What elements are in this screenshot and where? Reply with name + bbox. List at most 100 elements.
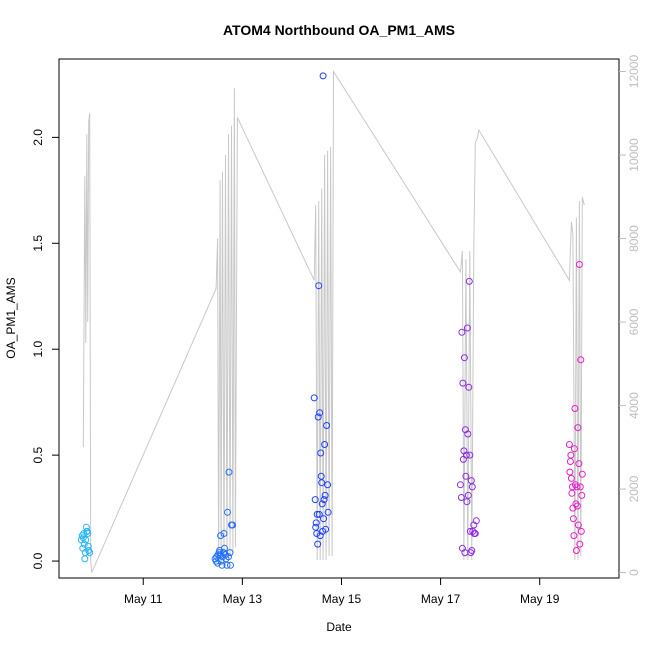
- data-point: [463, 324, 471, 332]
- y-axis-left: 0.0 0.5 1.0 1.5 2.0: [31, 129, 59, 569]
- y-axis-label: OA_PM1_AMS: [4, 277, 18, 358]
- data-point: [465, 383, 473, 391]
- data-point: [572, 547, 580, 554]
- data-point: [321, 491, 329, 499]
- data-point: [456, 481, 464, 489]
- data-point: [572, 500, 580, 508]
- data-point: [225, 553, 232, 561]
- data-point: [81, 549, 89, 557]
- y2-tick-label: 0: [627, 569, 641, 576]
- data-point: [316, 409, 324, 417]
- data-point: [324, 508, 332, 516]
- data-point: [460, 354, 468, 362]
- y2-tick-label: 6000: [627, 308, 641, 335]
- data-point: [84, 530, 92, 537]
- data-point: [576, 540, 584, 548]
- data-point: [81, 555, 89, 563]
- data-point: [314, 413, 322, 421]
- y2-tick-label: 2000: [627, 475, 641, 502]
- data-point: [578, 491, 586, 499]
- data-point: [324, 481, 332, 489]
- data-point: [575, 460, 583, 468]
- data-point: [566, 468, 574, 476]
- data-point: [458, 328, 466, 336]
- data-point: [566, 458, 574, 465]
- data-point: [321, 441, 329, 448]
- data-point: [574, 521, 582, 529]
- data-point: [315, 510, 323, 518]
- data-point: [212, 557, 220, 565]
- y-tick-label: 0.0: [31, 552, 45, 569]
- y2-tick-label: 4000: [627, 392, 641, 419]
- data-point: [82, 523, 90, 531]
- x-tick-label: May 13: [223, 592, 263, 606]
- data-point-layer: [77, 72, 586, 569]
- data-point: [466, 451, 474, 459]
- data-point: [314, 540, 322, 548]
- data-point: [464, 430, 472, 438]
- x-tick-label: May 17: [421, 592, 461, 606]
- data-point: [576, 483, 584, 491]
- data-point: [218, 561, 226, 569]
- data-point: [468, 547, 476, 554]
- chart-title: ATOM4 Northbound OA_PM1_AMS: [223, 22, 455, 38]
- y-tick-label: 0.5: [31, 446, 45, 463]
- x-axis-label: Date: [326, 620, 352, 634]
- x-tick-label: May 11: [124, 592, 163, 606]
- data-point: [472, 517, 480, 525]
- data-point: [318, 500, 326, 508]
- x-tick-label: May 19: [520, 592, 560, 606]
- data-point: [315, 282, 323, 290]
- data-point: [565, 441, 573, 448]
- data-point: [577, 527, 585, 535]
- data-point: [318, 479, 326, 487]
- data-point: [465, 277, 473, 285]
- data-point: [225, 468, 233, 476]
- secondary-series-line: [82, 69, 585, 573]
- data-point: [84, 542, 92, 550]
- data-point: [575, 261, 583, 268]
- y-tick-label: 2.0: [31, 129, 45, 146]
- x-axis: May 11 May 13 May 15 May 17 May 19: [124, 578, 560, 606]
- data-point: [577, 356, 585, 364]
- data-point: [462, 451, 470, 459]
- x-tick-label: May 15: [322, 592, 362, 606]
- data-point: [567, 451, 575, 459]
- data-point: [80, 540, 88, 548]
- data-point: [471, 530, 479, 537]
- data-point: [223, 561, 231, 569]
- data-point: [313, 510, 321, 518]
- data-point: [322, 525, 330, 533]
- data-point: [214, 559, 222, 567]
- data-point: [459, 379, 467, 387]
- data-point: [571, 405, 579, 412]
- y-axis-right: 0 2000 4000 6000 8000 10000 12000: [619, 55, 641, 576]
- data-point: [229, 521, 236, 529]
- y-tick-label: 1.0: [31, 341, 45, 358]
- data-point: [82, 536, 90, 544]
- data-point: [319, 72, 327, 80]
- data-point: [463, 498, 471, 506]
- data-point: [578, 470, 586, 478]
- data-point: [317, 449, 325, 457]
- data-point: [320, 515, 328, 523]
- data-point: [224, 508, 231, 516]
- secondary-series-line-layer: [82, 69, 585, 573]
- data-point: [320, 496, 328, 504]
- data-point: [311, 496, 319, 504]
- data-point: [573, 483, 581, 491]
- data-point: [221, 544, 228, 552]
- data-point: [468, 483, 476, 491]
- data-point: [573, 502, 581, 510]
- data-point: [86, 549, 94, 557]
- data-point: [227, 561, 234, 569]
- data-point: [457, 494, 465, 501]
- data-point: [313, 530, 321, 537]
- data-point: [574, 424, 582, 432]
- data-point: [323, 422, 331, 429]
- data-point: [462, 472, 470, 480]
- y2-tick-label: 10000: [627, 138, 641, 172]
- data-point: [226, 549, 234, 557]
- y2-tick-label: 8000: [627, 225, 641, 252]
